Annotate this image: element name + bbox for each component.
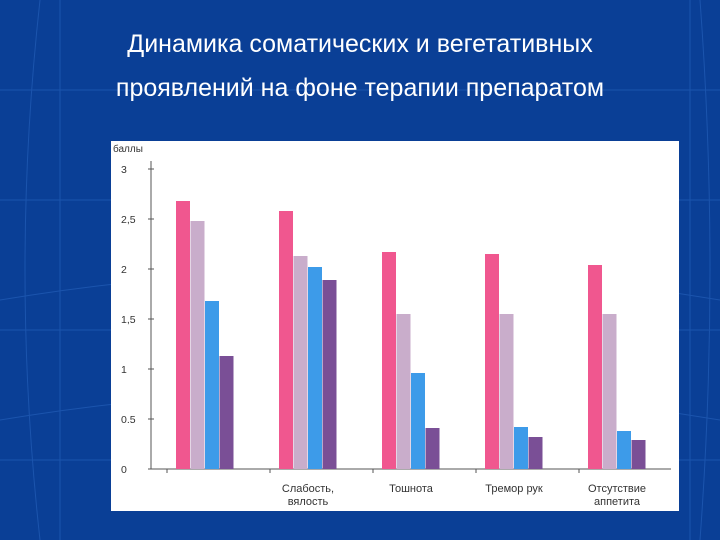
bar (528, 437, 543, 469)
bar (617, 431, 631, 469)
y-tick-label: 2,5 (121, 214, 136, 226)
bar (588, 265, 602, 469)
x-tick-label: Слабость, (282, 483, 334, 495)
x-tick-label: аппетита (594, 496, 641, 508)
bar (205, 301, 219, 469)
bar (308, 267, 322, 469)
y-axis-label: баллы (113, 143, 143, 155)
bar (485, 254, 499, 469)
bar (411, 373, 425, 469)
y-tick-label: 1,5 (121, 314, 136, 326)
bar (219, 356, 234, 469)
y-tick-label: 0.5 (121, 414, 136, 426)
y-tick-label: 0 (121, 464, 127, 476)
bar (425, 428, 440, 469)
y-tick-label: 2 (121, 264, 127, 276)
bar (631, 440, 646, 469)
x-tick-label: вялость (288, 496, 329, 508)
title-line-2: проявлений на фоне терапии препаратом (115, 74, 605, 102)
y-tick-label: 3 (121, 164, 127, 176)
x-tick-label: Тошнота (389, 483, 434, 495)
bar-chart: баллы 0 0.5 1 1,5 2 2,5 3 Слабость,вялость Тошнот… (113, 143, 671, 508)
bar (382, 252, 396, 469)
bar (293, 256, 308, 469)
chart-panel: баллы 0 0.5 1 1,5 2 2,5 3 Слабость, вялость Тошнот… (111, 141, 679, 511)
y-tick-label: 1 (121, 364, 127, 376)
slide-title: Динамика соматических и вегетативных про… (0, 22, 720, 110)
bar (322, 280, 337, 469)
bar (279, 211, 293, 469)
bar (514, 427, 528, 469)
x-tick-label: Отсутствие (588, 483, 646, 495)
bar (499, 314, 514, 469)
title-line-1: Динамика соматических и вегетативных (127, 30, 593, 58)
bar (602, 314, 617, 469)
x-tick-label: Тремор рук (485, 483, 543, 495)
bar (176, 201, 190, 469)
bar (396, 314, 411, 469)
bar (190, 221, 205, 469)
